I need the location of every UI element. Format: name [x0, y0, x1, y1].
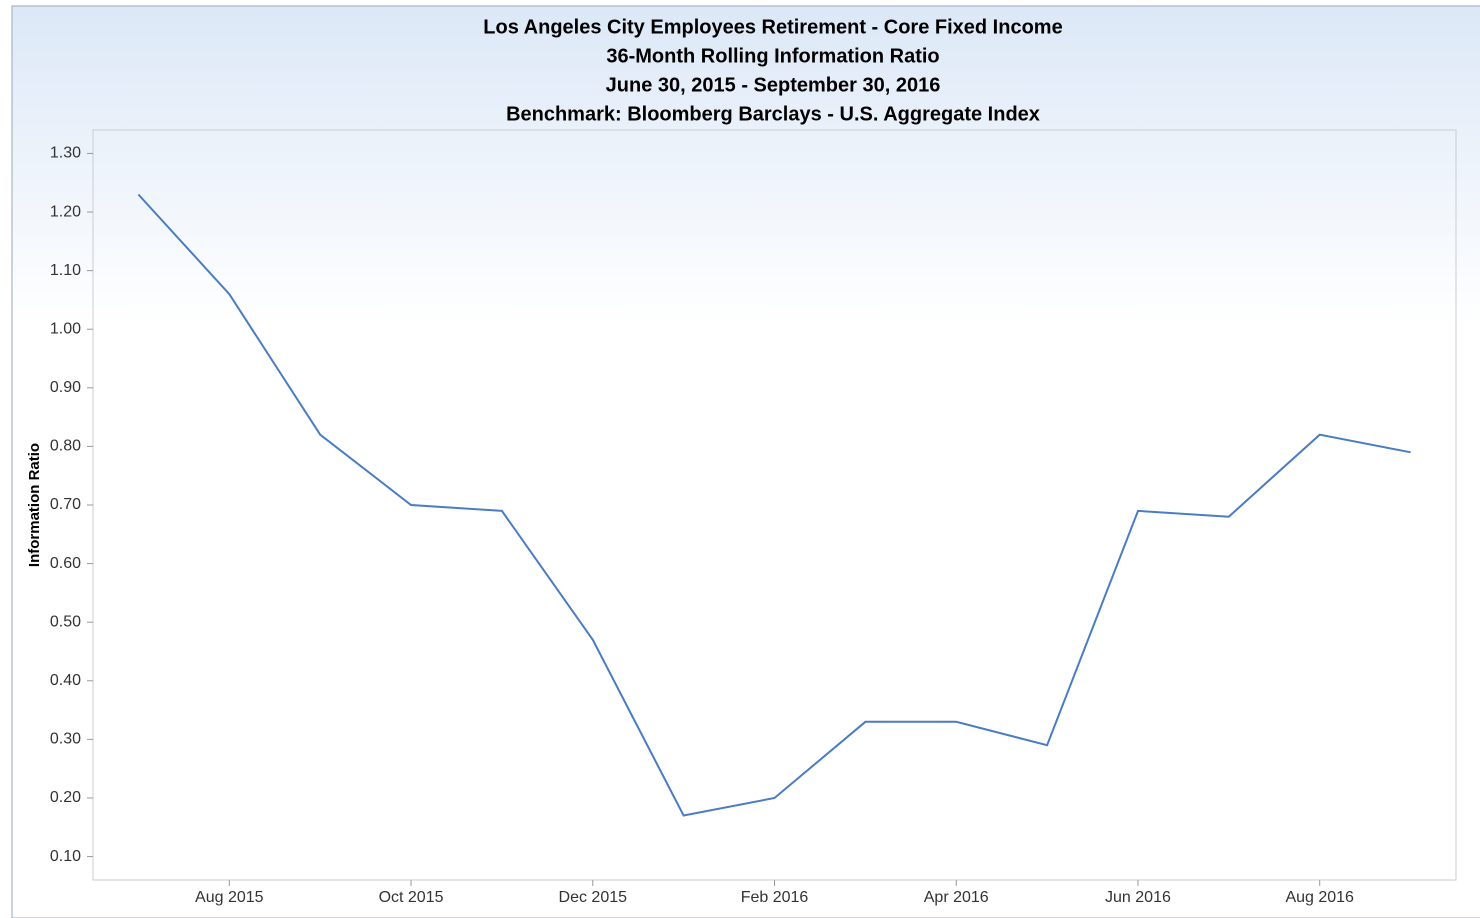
- chart-title: Los Angeles City Employees Retirement - …: [483, 16, 1062, 38]
- x-tick-label: Oct 2015: [379, 889, 444, 906]
- x-tick-label: Dec 2015: [559, 889, 628, 906]
- line-series: [137, 193, 1411, 817]
- y-tick-label: 1.10: [50, 262, 81, 279]
- y-tick-label: 1.30: [50, 145, 81, 162]
- y-tick-label: 0.50: [50, 613, 81, 630]
- y-axis-label: Information Ratio: [26, 443, 43, 567]
- x-tick-label: Aug 2015: [195, 889, 264, 906]
- y-tick-label: 0.10: [50, 848, 81, 865]
- y-tick-label: 1.00: [50, 320, 81, 337]
- x-tick-label: Feb 2016: [741, 889, 809, 906]
- y-tick-label: 1.20: [50, 203, 81, 220]
- y-tick-label: 0.20: [50, 789, 81, 806]
- y-tick-label: 0.30: [50, 731, 81, 748]
- y-tick-label: 0.70: [50, 496, 81, 513]
- chart-subtitle: Benchmark: Bloomberg Barclays - U.S. Agg…: [506, 103, 1040, 125]
- y-tick-label: 0.90: [50, 379, 81, 396]
- y-tick-label: 0.60: [50, 555, 81, 572]
- x-tick-label: Aug 2016: [1285, 889, 1354, 906]
- chart-subtitle: 36-Month Rolling Information Ratio: [606, 45, 939, 67]
- y-tick-label: 0.40: [50, 672, 81, 689]
- x-tick-label: Jun 2016: [1105, 889, 1171, 906]
- chart-frame: [11, 5, 1480, 918]
- y-tick-label: 0.80: [50, 438, 81, 455]
- x-tick-label: Apr 2016: [924, 889, 989, 906]
- chart-subtitle: June 30, 2015 - September 30, 2016: [606, 74, 941, 96]
